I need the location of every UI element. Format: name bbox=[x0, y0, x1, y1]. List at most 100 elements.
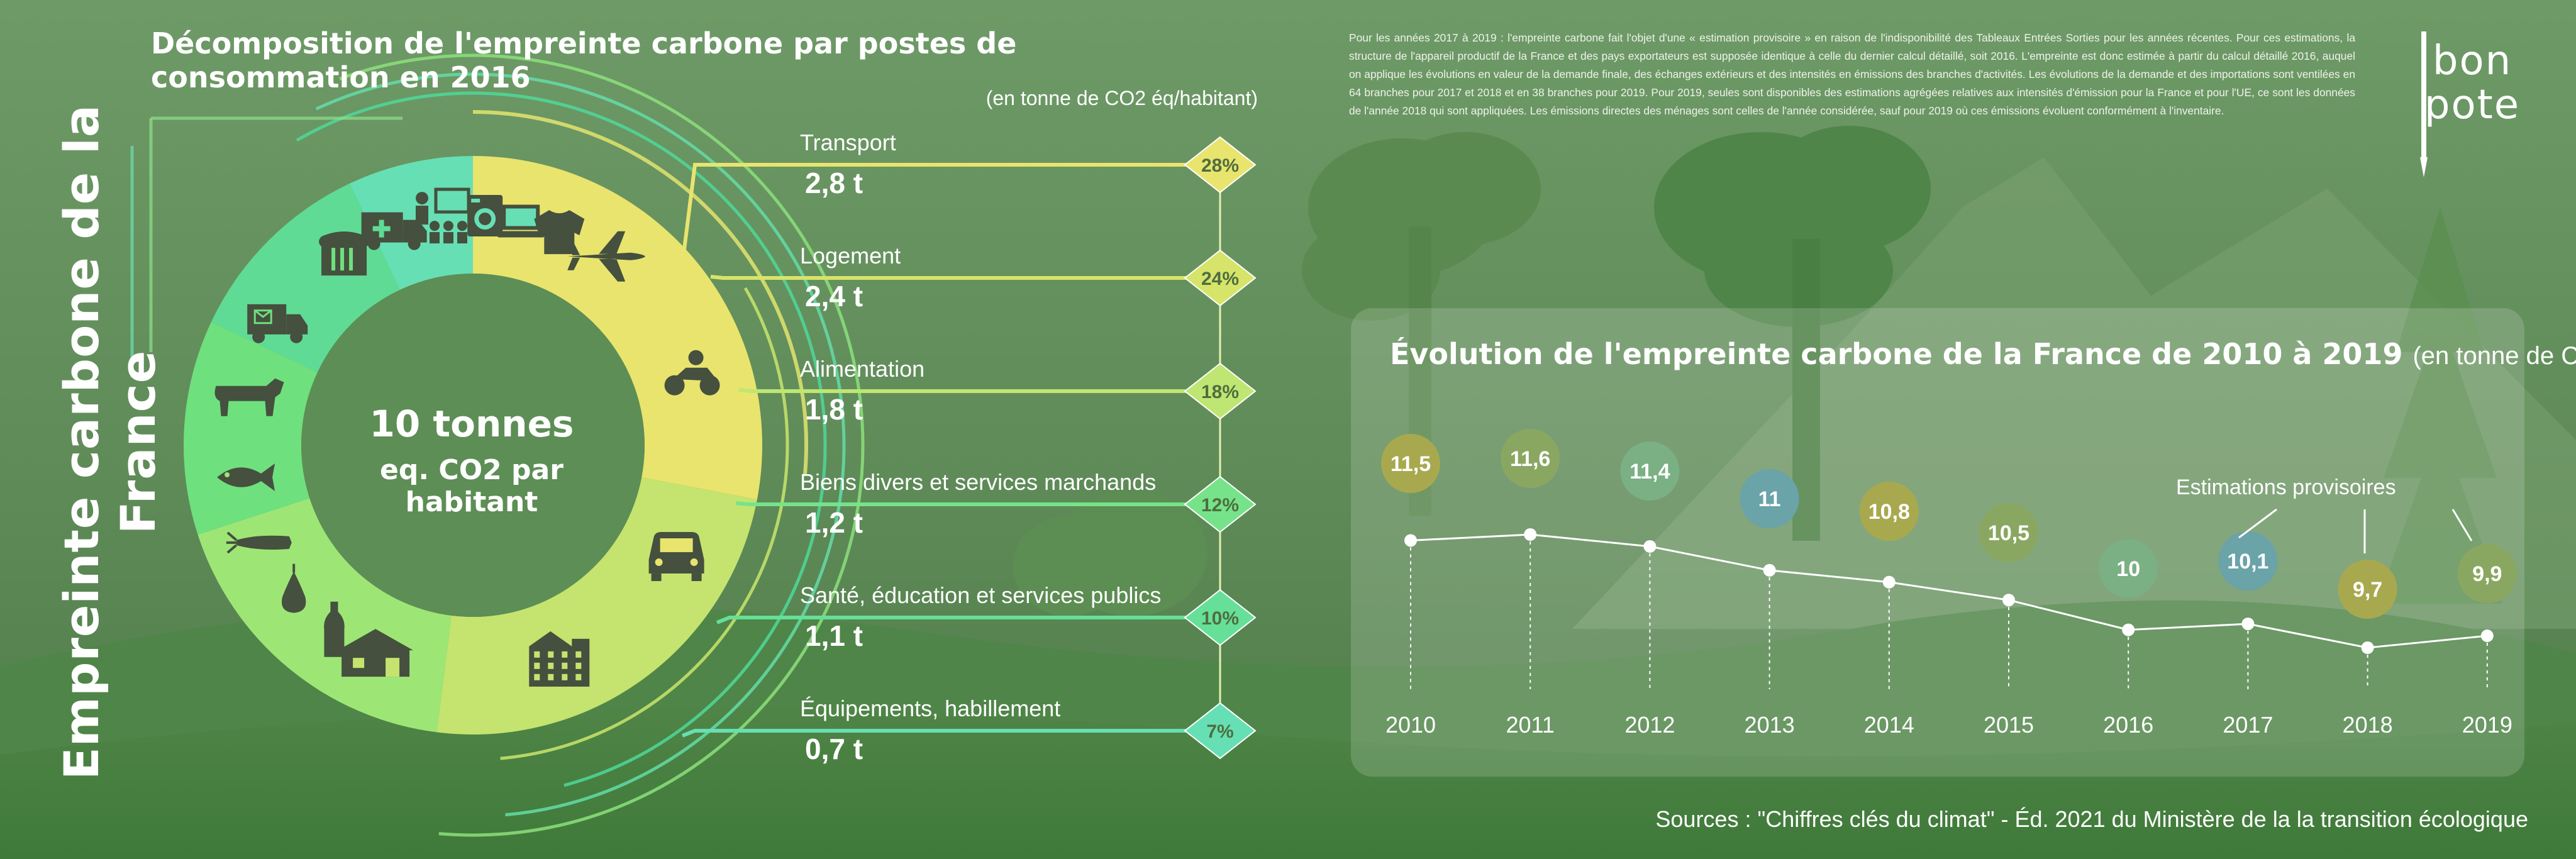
data-point-2017 bbox=[2241, 618, 2255, 631]
data-point-2019 bbox=[2480, 629, 2494, 643]
connector-4 bbox=[735, 501, 1220, 506]
x-tick-2014: 2014 bbox=[1864, 712, 1914, 738]
category-label-transport: Transport bbox=[800, 130, 896, 155]
category-value-logement: 2,4 t bbox=[805, 280, 863, 313]
category-value-biens: 1,2 t bbox=[805, 506, 863, 539]
x-tick-2013: 2013 bbox=[1745, 712, 1795, 738]
vegetables-icon bbox=[226, 531, 292, 554]
donut-slice-4 bbox=[184, 322, 318, 535]
bottle-icon bbox=[324, 601, 345, 657]
washing-machine-icon bbox=[467, 195, 503, 237]
data-point-2016 bbox=[2122, 623, 2135, 636]
value-bubble-2017 bbox=[2218, 531, 2278, 590]
pct-badge-6 bbox=[1184, 702, 1257, 760]
ambulance-icon bbox=[361, 212, 427, 250]
connector-1 bbox=[680, 163, 1220, 265]
connector-2 bbox=[710, 275, 1220, 280]
category-value-alimentation: 1,8 t bbox=[805, 393, 863, 426]
x-tick-2019: 2019 bbox=[2462, 712, 2512, 738]
category-label-biens: Biens divers et services marchands bbox=[800, 469, 1157, 495]
methodology-note: Pour les années 2017 à 2019 : l'empreint… bbox=[1349, 31, 2355, 117]
category-label-logement: Logement bbox=[800, 243, 901, 269]
value-label-2016: 10 bbox=[2116, 557, 2140, 581]
value-label-2010: 11,5 bbox=[1391, 452, 1431, 476]
category-label-sante: Santé, éducation et services publics bbox=[800, 582, 1162, 608]
house-icon bbox=[338, 629, 414, 677]
logo-word-pote: pote bbox=[2424, 82, 2521, 128]
decorative-ring-0 bbox=[296, 91, 827, 787]
annotation-pointer-2019 bbox=[2451, 509, 2473, 541]
x-tick-2017: 2017 bbox=[2223, 712, 2273, 738]
pct-badge-1 bbox=[1184, 136, 1257, 194]
donut-center-value: 10 tonnes bbox=[369, 402, 574, 445]
x-tick-2015: 2015 bbox=[1984, 712, 2034, 738]
car-icon bbox=[648, 532, 704, 582]
decorative-ring-2 bbox=[339, 53, 865, 837]
data-point-2015 bbox=[2002, 594, 2015, 607]
annotation-pointer-2017 bbox=[2238, 508, 2277, 539]
value-bubble-2012 bbox=[1620, 441, 1680, 501]
apartment-building-icon bbox=[529, 631, 590, 687]
hill-front bbox=[0, 709, 2576, 859]
value-label-2018: 9,7 bbox=[2353, 578, 2382, 602]
pine-tree-right bbox=[2377, 208, 2503, 604]
line-chart: 11,5 2010 11,6 2011 11,4 2012 11 2013 10,8 2014 10… bbox=[1381, 429, 2517, 738]
category-value-sante: 1,1 t bbox=[805, 619, 863, 652]
laptop-icon bbox=[494, 204, 548, 238]
x-tick-2018: 2018 bbox=[2343, 712, 2393, 738]
line-chart-panel bbox=[1351, 308, 2524, 777]
delivery-truck-icon bbox=[247, 304, 308, 343]
donut-hole bbox=[301, 274, 645, 617]
data-point-2018 bbox=[2361, 641, 2374, 654]
series-line bbox=[1410, 533, 2487, 649]
donut-center-label: eq. CO2 par habitant bbox=[380, 454, 564, 518]
value-label-2015: 10,5 bbox=[1988, 521, 2029, 545]
value-bubble-2014 bbox=[1859, 482, 1919, 541]
value-label-2013: 11 bbox=[1758, 487, 1781, 511]
x-tick-2012: 2012 bbox=[1624, 712, 1675, 738]
line-chart-title: Évolution de l'empreinte carbone de la F… bbox=[1390, 337, 2403, 371]
value-label-2014: 10,8 bbox=[1868, 500, 1910, 524]
pct-badge-3 bbox=[1184, 362, 1257, 420]
pct-badge-2 bbox=[1184, 249, 1257, 307]
sources-credit: Sources : "Chiffres clés du climat" - Éd… bbox=[1655, 806, 2528, 832]
x-tick-2010: 2010 bbox=[1385, 712, 1436, 738]
donut-icons bbox=[214, 187, 720, 687]
logo-word-bon: bon bbox=[2432, 38, 2512, 84]
shirt-icon bbox=[534, 210, 585, 255]
bread-icon bbox=[319, 231, 370, 276]
data-point-2010 bbox=[1404, 534, 1417, 547]
pct-label-1: 28% bbox=[1201, 155, 1239, 176]
donut-chart-title: Décomposition de l'empreinte carbone par… bbox=[151, 26, 1017, 94]
pct-label-3: 18% bbox=[1201, 382, 1239, 402]
data-point-2013 bbox=[1763, 563, 1776, 577]
value-bubble-2010 bbox=[1381, 434, 1440, 493]
value-label-2012: 11,4 bbox=[1629, 460, 1670, 484]
value-bubble-2018 bbox=[2338, 560, 2397, 619]
value-bubble-2013 bbox=[1740, 469, 1799, 528]
category-connectors: 28% 24% 18% 12% 10% 7% bbox=[680, 136, 1257, 760]
pear-icon bbox=[281, 563, 306, 613]
vertical-title: Empreinte carbone de la France bbox=[53, 104, 166, 780]
connector-6 bbox=[681, 729, 1220, 738]
fish-icon bbox=[217, 463, 275, 492]
connector-5 bbox=[716, 616, 1220, 624]
logo-pen-icon bbox=[2420, 31, 2428, 177]
donut-chart-unit: (en tonne de CO2 éq/habitant) bbox=[985, 87, 1258, 109]
line-chart-title-row: Évolution de l'empreinte carbone de la F… bbox=[1390, 337, 2576, 371]
category-label-equipements: Équipements, habillement bbox=[800, 696, 1061, 721]
value-label-2019: 9,9 bbox=[2472, 562, 2502, 586]
data-point-2014 bbox=[1882, 575, 1896, 589]
x-tick-2016: 2016 bbox=[2103, 712, 2153, 738]
pct-label-6: 7% bbox=[1206, 721, 1233, 742]
decorative-ring-1 bbox=[315, 72, 846, 817]
decorative-ring-3 bbox=[500, 287, 789, 760]
category-value-equipements: 0,7 t bbox=[805, 733, 863, 765]
category-value-transport: 2,8 t bbox=[805, 167, 863, 199]
pct-label-5: 10% bbox=[1201, 608, 1239, 629]
x-tick-2011: 2011 bbox=[1506, 712, 1554, 738]
mountain-shape bbox=[1572, 157, 2576, 629]
donut-chart bbox=[184, 156, 762, 734]
